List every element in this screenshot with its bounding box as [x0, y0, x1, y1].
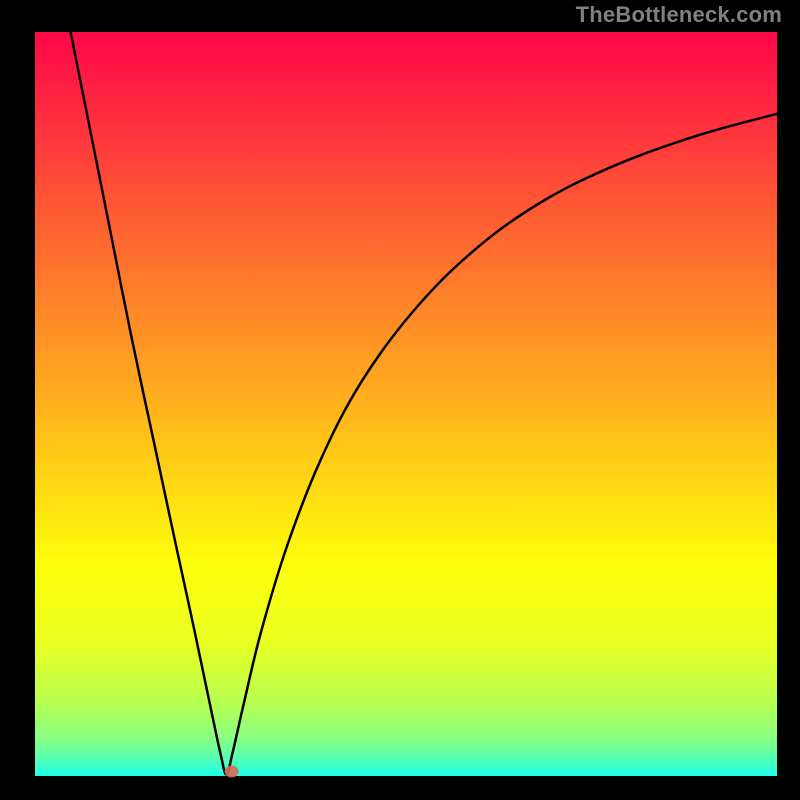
- bottleneck-chart: [0, 0, 800, 800]
- watermark-text: TheBottleneck.com: [576, 2, 782, 28]
- minimum-marker: [225, 766, 239, 778]
- chart-container: TheBottleneck.com: [0, 0, 800, 800]
